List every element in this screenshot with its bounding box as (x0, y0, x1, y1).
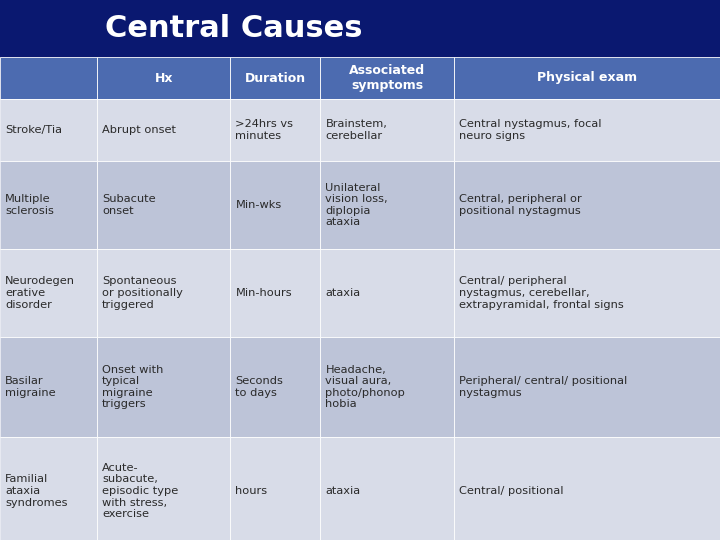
Text: Duration: Duration (245, 71, 306, 84)
Text: Unilateral
vision loss,
diplopia
ataxia: Unilateral vision loss, diplopia ataxia (325, 183, 388, 227)
Text: Headache,
visual aura,
photo/phonop
hobia: Headache, visual aura, photo/phonop hobi… (325, 364, 405, 409)
Bar (97, 161, 230, 249)
Bar (454, 99, 720, 161)
Text: Brainstem,
cerebellar: Brainstem, cerebellar (325, 119, 387, 141)
Bar (320, 99, 454, 161)
Bar (454, 161, 720, 249)
Bar (97, 249, 230, 337)
Text: Central/ peripheral
nystagmus, cerebellar,
extrapyramidal, frontal signs: Central/ peripheral nystagmus, cerebella… (459, 276, 624, 309)
Text: Central, peripheral or
positional nystagmus: Central, peripheral or positional nystag… (459, 194, 581, 216)
Bar (230, 337, 320, 437)
Bar (454, 337, 720, 437)
Bar (320, 337, 454, 437)
Bar (454, 249, 720, 337)
Bar (0, 57, 97, 99)
Bar (97, 99, 230, 161)
Text: Neurodegen
erative
disorder: Neurodegen erative disorder (5, 276, 75, 309)
Bar (0, 0, 720, 57)
Bar (230, 161, 320, 249)
Bar (454, 437, 720, 540)
Text: Central/ positional: Central/ positional (459, 486, 563, 496)
Bar (320, 57, 454, 99)
Text: Central Causes: Central Causes (105, 14, 362, 43)
Text: Acute-
subacute,
episodic type
with stress,
exercise: Acute- subacute, episodic type with stre… (102, 463, 179, 519)
Text: Peripheral/ central/ positional
nystagmus: Peripheral/ central/ positional nystagmu… (459, 376, 627, 398)
Text: Basilar
migraine: Basilar migraine (5, 376, 55, 398)
Bar (454, 57, 720, 99)
Text: Multiple
sclerosis: Multiple sclerosis (5, 194, 54, 216)
Bar (320, 437, 454, 540)
Bar (320, 249, 454, 337)
Text: Physical exam: Physical exam (536, 71, 637, 84)
Bar (230, 437, 320, 540)
Text: hours: hours (235, 486, 268, 496)
Text: Spontaneous
or positionally
triggered: Spontaneous or positionally triggered (102, 276, 183, 309)
Text: Onset with
typical
migraine
triggers: Onset with typical migraine triggers (102, 364, 163, 409)
Bar (230, 249, 320, 337)
Text: Associated
symptoms: Associated symptoms (349, 64, 425, 92)
Text: Min-wks: Min-wks (235, 200, 282, 210)
Bar (230, 99, 320, 161)
Text: Central nystagmus, focal
neuro signs: Central nystagmus, focal neuro signs (459, 119, 601, 141)
Bar (230, 57, 320, 99)
Bar (97, 337, 230, 437)
Text: Subacute
onset: Subacute onset (102, 194, 156, 216)
Text: Min-hours: Min-hours (235, 288, 292, 298)
Text: ataxia: ataxia (325, 288, 361, 298)
Text: Stroke/Tia: Stroke/Tia (5, 125, 62, 135)
Bar (0, 161, 97, 249)
Text: ataxia: ataxia (325, 486, 361, 496)
Text: >24hrs vs
minutes: >24hrs vs minutes (235, 119, 294, 141)
Bar (0, 99, 97, 161)
Bar (97, 57, 230, 99)
Bar (320, 161, 454, 249)
Text: Hx: Hx (155, 71, 173, 84)
Text: Familial
ataxia
syndromes: Familial ataxia syndromes (5, 475, 68, 508)
Text: Abrupt onset: Abrupt onset (102, 125, 176, 135)
Bar (0, 337, 97, 437)
Text: Seconds
to days: Seconds to days (235, 376, 283, 398)
Bar (0, 249, 97, 337)
Bar (0, 437, 97, 540)
Bar (97, 437, 230, 540)
